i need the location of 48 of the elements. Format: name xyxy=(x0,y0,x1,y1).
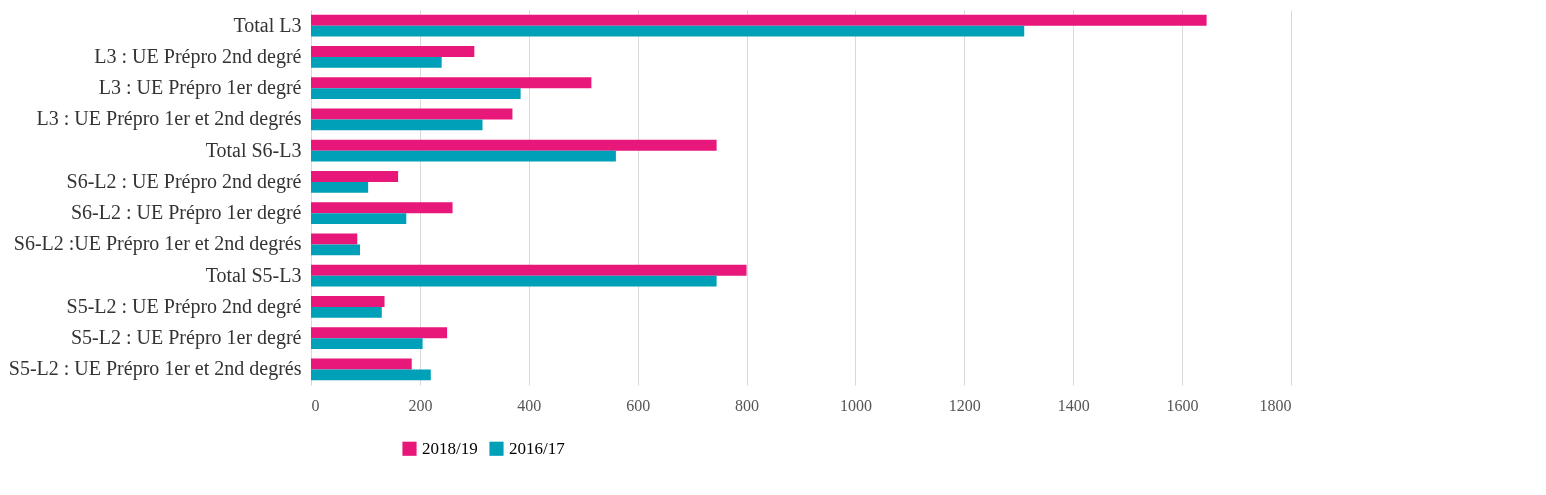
bar xyxy=(311,213,407,225)
bar xyxy=(311,45,475,57)
y-tick-label: S6-L2 : UE Prépro 1er degré xyxy=(71,201,302,225)
bar xyxy=(311,150,616,162)
bar xyxy=(311,77,592,89)
legend-label: 2018/19 xyxy=(422,438,478,458)
bar xyxy=(311,170,399,182)
bar xyxy=(311,233,358,245)
y-tick-label: Total S6-L3 xyxy=(205,138,302,161)
bar xyxy=(311,202,453,214)
y-tick-label: S5-L2 : UE Prépro 1er degré xyxy=(71,326,302,350)
bar xyxy=(311,108,513,120)
x-tick-label: 1800 xyxy=(1259,396,1292,414)
bar xyxy=(311,119,483,131)
y-tick-label: L3 : UE Prépro 1er et 2nd degrés xyxy=(36,107,302,131)
bar xyxy=(311,338,423,350)
bar xyxy=(311,358,412,370)
x-tick-label: 0 xyxy=(311,396,320,414)
x-tick-label: 1400 xyxy=(1057,396,1090,414)
bar xyxy=(311,139,717,151)
x-tick-label: 1200 xyxy=(948,396,981,414)
y-tick-label: S6-L2 : UE Prépro 2nd degré xyxy=(66,169,302,193)
bar xyxy=(311,295,385,307)
bar xyxy=(311,369,431,381)
bar xyxy=(311,244,360,256)
bar xyxy=(311,181,369,193)
bar xyxy=(311,275,717,287)
bar xyxy=(311,306,382,318)
bar xyxy=(311,88,521,100)
y-tick-label: S5-L2 : UE Prépro 2nd degré xyxy=(66,294,302,318)
bar xyxy=(311,264,747,276)
y-tick-label: L3 : UE Prépro 2nd degré xyxy=(94,44,302,68)
y-tick-label: S5-L2 : UE Prépro 1er et 2nd degrés xyxy=(8,357,302,381)
bar xyxy=(311,327,448,339)
y-tick-label: S6-L2 :UE Prépro 1er et 2nd degrés xyxy=(13,232,302,256)
x-tick-label: 1000 xyxy=(839,396,872,414)
y-tick-label: Total S5-L3 xyxy=(205,263,302,286)
bar xyxy=(311,56,442,68)
y-tick-label: L3 : UE Prépro 1er degré xyxy=(98,76,302,100)
x-tick-label: 400 xyxy=(517,396,542,414)
x-tick-label: 600 xyxy=(626,396,651,414)
x-tick-label: 200 xyxy=(408,396,433,414)
x-tick-label: 800 xyxy=(735,396,760,414)
legend-label: 2016/17 xyxy=(509,438,566,458)
x-tick-label: 1600 xyxy=(1166,396,1199,414)
bar xyxy=(311,25,1025,37)
y-tick-label: Total L3 xyxy=(233,13,302,36)
bar xyxy=(311,14,1207,26)
